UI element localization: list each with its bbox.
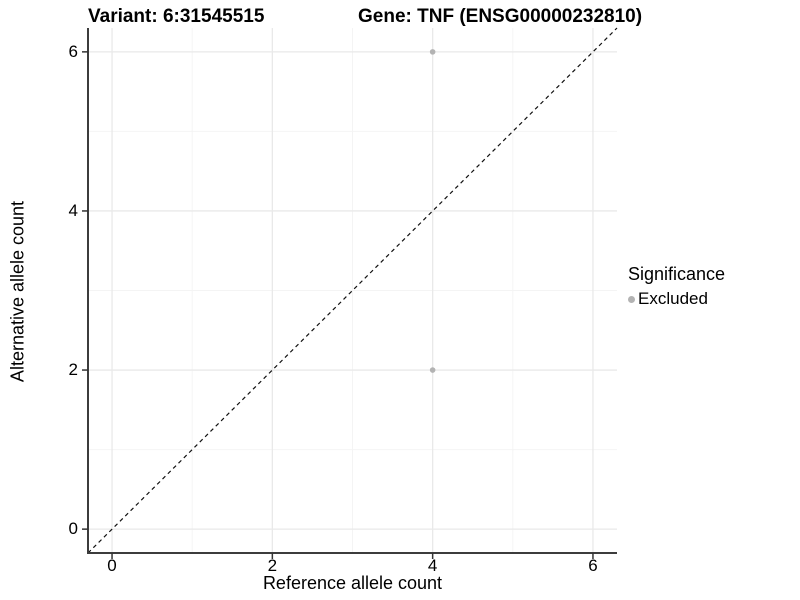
y-tick-label: 4 bbox=[68, 200, 78, 220]
gene-title: Gene: TNF (ENSG00000232810) bbox=[358, 6, 643, 27]
y-tick-label: 2 bbox=[68, 360, 78, 380]
data-point bbox=[429, 49, 436, 55]
legend-item-excluded: Excluded bbox=[628, 289, 725, 309]
y-tick-label: 0 bbox=[68, 519, 78, 539]
x-tick-label: 6 bbox=[588, 556, 598, 575]
y-tick-label: 6 bbox=[68, 41, 78, 61]
legend-key-dot-icon bbox=[628, 295, 635, 303]
x-tick-label: 2 bbox=[267, 556, 278, 575]
legend-item-label: Excluded bbox=[638, 289, 708, 308]
y-axis-title: Alternative allele count bbox=[7, 200, 28, 383]
legend: Significance Excluded bbox=[628, 264, 725, 309]
legend-title: Significance bbox=[628, 264, 726, 284]
x-tick-label: 4 bbox=[427, 556, 438, 575]
x-axis-title: Reference allele count bbox=[262, 573, 443, 593]
variant-title: Variant: 6:31545515 bbox=[88, 6, 265, 27]
x-tick-label: 0 bbox=[107, 556, 117, 575]
data-point bbox=[429, 367, 436, 373]
